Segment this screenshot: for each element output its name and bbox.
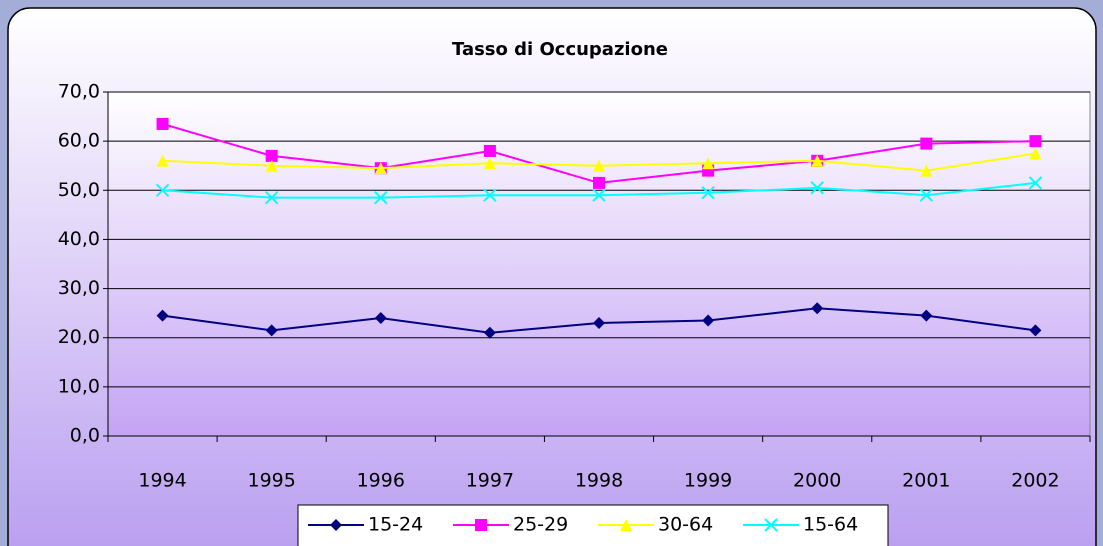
x-tick-label: 2002: [1011, 470, 1059, 492]
marker: [483, 157, 496, 170]
y-tick-label: 70,0: [58, 81, 100, 103]
x-tick-label: 2000: [793, 470, 841, 492]
y-tick-label: 50,0: [58, 179, 100, 201]
marker: [593, 159, 605, 172]
marker: [483, 326, 496, 339]
x-tick-label: 1995: [247, 470, 295, 492]
marker: [593, 316, 605, 329]
legend-label: 25-29: [513, 514, 568, 536]
marker: [265, 149, 278, 162]
marker: [156, 117, 169, 130]
x-tick-label: 1999: [684, 470, 732, 492]
marker: [810, 181, 824, 195]
legend-marker: [330, 519, 342, 531]
chart-title: Tasso di Occupazione: [452, 39, 668, 60]
marker: [592, 188, 606, 202]
y-tick-label: 60,0: [58, 130, 100, 152]
marker: [702, 157, 715, 170]
marker: [702, 314, 715, 327]
marker: [920, 137, 933, 150]
y-tick-label: 20,0: [58, 326, 100, 348]
marker: [483, 144, 496, 157]
marker: [265, 159, 278, 172]
marker: [920, 309, 933, 322]
y-tick-label: 30,0: [58, 277, 100, 299]
marker: [1029, 147, 1042, 160]
marker: [374, 190, 388, 205]
x-tick-label: 1996: [357, 470, 405, 492]
marker: [374, 162, 387, 175]
y-tick-label: 0,0: [70, 425, 100, 447]
marker: [265, 324, 278, 337]
x-tick-label: 1998: [575, 470, 623, 492]
marker: [483, 188, 497, 202]
marker: [155, 183, 170, 197]
y-tick-label: 40,0: [58, 228, 100, 250]
marker: [264, 190, 279, 205]
legend-label: 15-64: [803, 514, 858, 536]
x-tick-label: 1997: [466, 470, 514, 492]
legend-label: 30-64: [658, 514, 713, 536]
marker: [920, 164, 933, 177]
marker: [156, 309, 169, 322]
marker: [1029, 324, 1042, 337]
marker: [1029, 135, 1042, 148]
y-tick-label: 10,0: [58, 375, 100, 397]
legend-label: 15-24: [368, 514, 423, 536]
marker: [701, 186, 715, 200]
marker: [374, 312, 387, 325]
marker: [156, 154, 169, 167]
marker: [811, 154, 824, 167]
legend-marker: [620, 519, 632, 531]
x-tick-label: 1994: [138, 470, 186, 492]
marker: [811, 302, 824, 315]
legend-marker: [764, 518, 778, 532]
x-tick-label: 2001: [902, 470, 950, 492]
marker: [593, 176, 605, 189]
marker: [1028, 176, 1043, 190]
marker: [919, 188, 934, 202]
legend-marker: [475, 519, 487, 531]
